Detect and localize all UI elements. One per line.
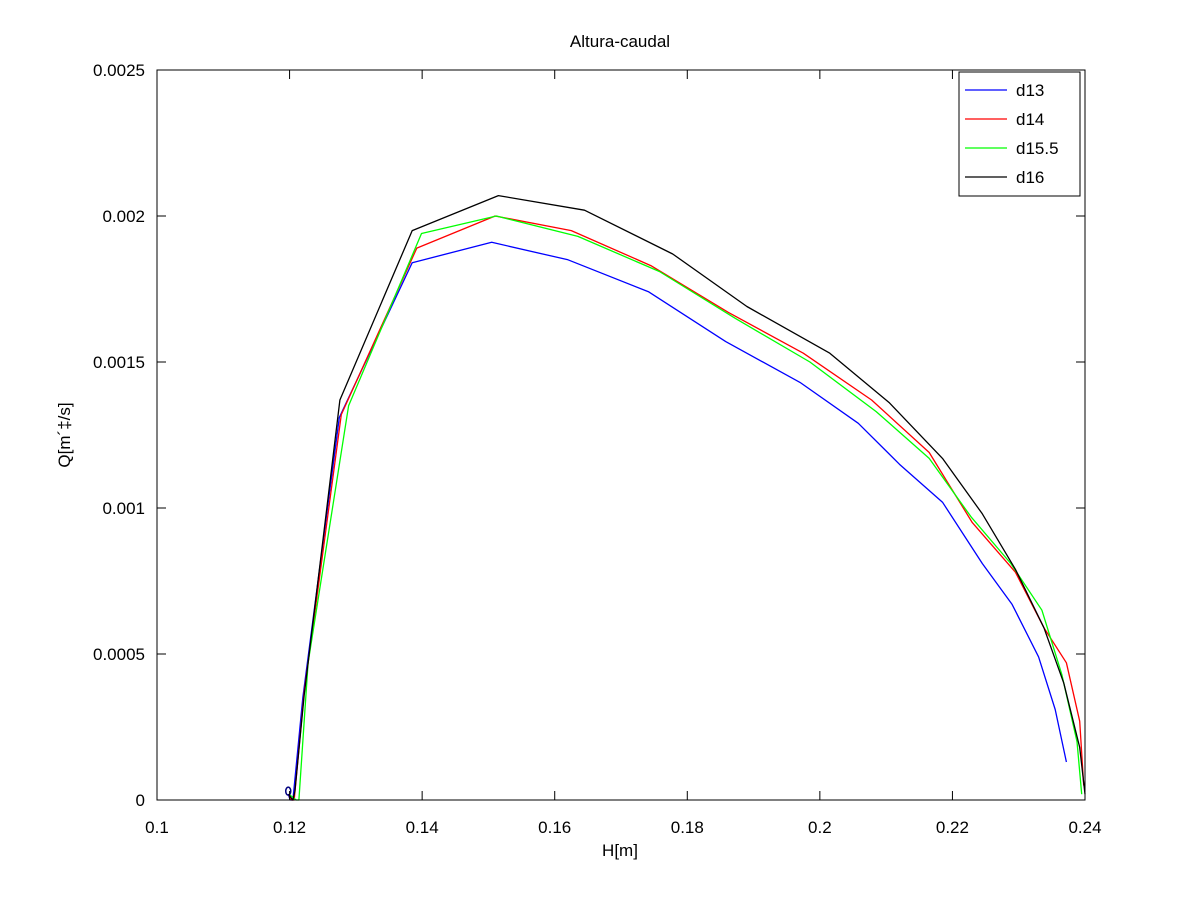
series-line-d16 — [287, 194, 1086, 801]
x-tick-label: 0.14 — [406, 818, 439, 837]
series-layer — [284, 194, 1086, 801]
y-tick-label: 0 — [136, 791, 145, 810]
legend-label: d13 — [1016, 81, 1044, 100]
axes-layer: 0.1 0.12 0.14 0.16 0.18 0.2 0.22 0.24 0 0.0005 0.0… — [93, 61, 1102, 837]
x-tick-label: 0.2 — [808, 818, 832, 837]
series-start-marker — [284, 786, 292, 796]
x-axis-label: H[m] — [602, 841, 638, 860]
legend-label: d15.5 — [1016, 139, 1059, 158]
y-tick-label: 0.0005 — [93, 645, 145, 664]
series-line-d13 — [287, 241, 1068, 801]
x-tick-label: 0.1 — [145, 818, 169, 837]
x-tick-label: 0.16 — [538, 818, 571, 837]
y-tick-label: 0.002 — [102, 207, 145, 226]
legend: d13 d14 d15.5 d16 — [958, 71, 1081, 197]
legend-label: d16 — [1016, 168, 1044, 187]
chart-title: Altura-caudal — [570, 32, 670, 51]
x-tick-label: 0.24 — [1068, 818, 1101, 837]
x-tick-label: 0.12 — [273, 818, 306, 837]
y-tick-label: 0.0015 — [93, 353, 145, 372]
y-axis-label: Q[m´‡/s] — [55, 402, 74, 467]
y-tick-label: 0.001 — [102, 499, 145, 518]
x-tick-label: 0.18 — [671, 818, 704, 837]
legend-label: d14 — [1016, 110, 1044, 129]
x-tick-label: 0.22 — [936, 818, 969, 837]
y-tick-label: 0.0025 — [93, 61, 145, 80]
axes-frame — [156, 69, 1086, 801]
legend-box — [958, 71, 1081, 197]
